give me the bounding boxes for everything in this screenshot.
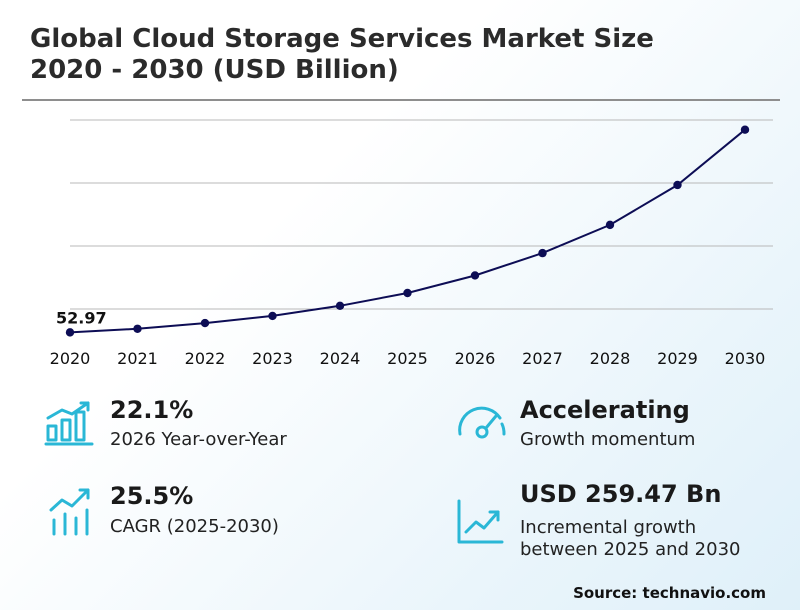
x-tick-2026: 2026 bbox=[455, 349, 496, 368]
line-chart: 2020 2021 2022 2023 2024 2025 2026 2027 2028 2029… bbox=[50, 119, 773, 368]
title-divider bbox=[22, 99, 780, 101]
series-line bbox=[69, 128, 746, 334]
trend-bars-icon bbox=[49, 488, 90, 536]
title-line-1: Global Cloud Storage Services Market Siz… bbox=[30, 24, 654, 54]
data-point-2028 bbox=[605, 220, 615, 230]
data-point-2029 bbox=[673, 180, 682, 190]
x-tick-2024: 2024 bbox=[320, 349, 361, 368]
source-label: Source: technavio.com bbox=[573, 584, 766, 602]
stat-yoy-desc: 2026 Year-over-Year bbox=[110, 429, 287, 450]
stat-momentum-desc: Growth momentum bbox=[520, 429, 696, 450]
stat-incremental-desc-line-1: Incremental growth bbox=[520, 517, 697, 538]
x-tick-2021: 2021 bbox=[117, 349, 158, 368]
x-axis-ticks: 2020 2021 2022 2023 2024 2025 2026 2027 2028 2029… bbox=[50, 349, 766, 368]
stat-yoy-value: 22.1% bbox=[110, 396, 194, 424]
grid-lines bbox=[70, 119, 773, 310]
stat-incremental-value: USD 259.47 Bn bbox=[520, 480, 722, 508]
data-point-2024 bbox=[335, 301, 345, 311]
annotations: 52.97 bbox=[56, 308, 107, 327]
x-tick-2027: 2027 bbox=[522, 349, 563, 368]
stat-cagr-value: 25.5% bbox=[110, 482, 194, 510]
data-point-2025 bbox=[403, 288, 412, 298]
x-tick-2028: 2028 bbox=[590, 349, 631, 368]
speedometer-icon bbox=[458, 406, 506, 439]
data-label-2020: 52.97 bbox=[56, 308, 107, 327]
x-tick-2030: 2030 bbox=[725, 349, 766, 368]
data-point-2022 bbox=[200, 318, 210, 328]
x-tick-2023: 2023 bbox=[252, 349, 293, 368]
data-point-2026 bbox=[470, 271, 480, 280]
data-point-2030 bbox=[740, 125, 750, 134]
data-point-2027 bbox=[538, 248, 547, 258]
x-tick-2029: 2029 bbox=[657, 349, 698, 368]
x-tick-2025: 2025 bbox=[387, 349, 428, 368]
stat-momentum-value: Accelerating bbox=[520, 396, 690, 424]
data-point-2023 bbox=[268, 311, 277, 321]
data-points bbox=[65, 125, 750, 337]
line-chart-growth-icon bbox=[457, 499, 504, 544]
stat-cagr-desc: CAGR (2025-2030) bbox=[110, 516, 279, 537]
bar-chart-growth-icon bbox=[44, 401, 94, 446]
x-tick-2022: 2022 bbox=[185, 349, 226, 368]
data-point-2021 bbox=[133, 324, 142, 333]
stat-incremental-desc-line-2: between 2025 and 2030 bbox=[520, 539, 741, 560]
chart-title: Global Cloud Storage Services Market Siz… bbox=[30, 24, 654, 86]
data-point-2020 bbox=[65, 328, 75, 337]
x-tick-2020: 2020 bbox=[50, 349, 91, 368]
title-line-2: 2020 - 2030 (USD Billion) bbox=[30, 55, 399, 85]
